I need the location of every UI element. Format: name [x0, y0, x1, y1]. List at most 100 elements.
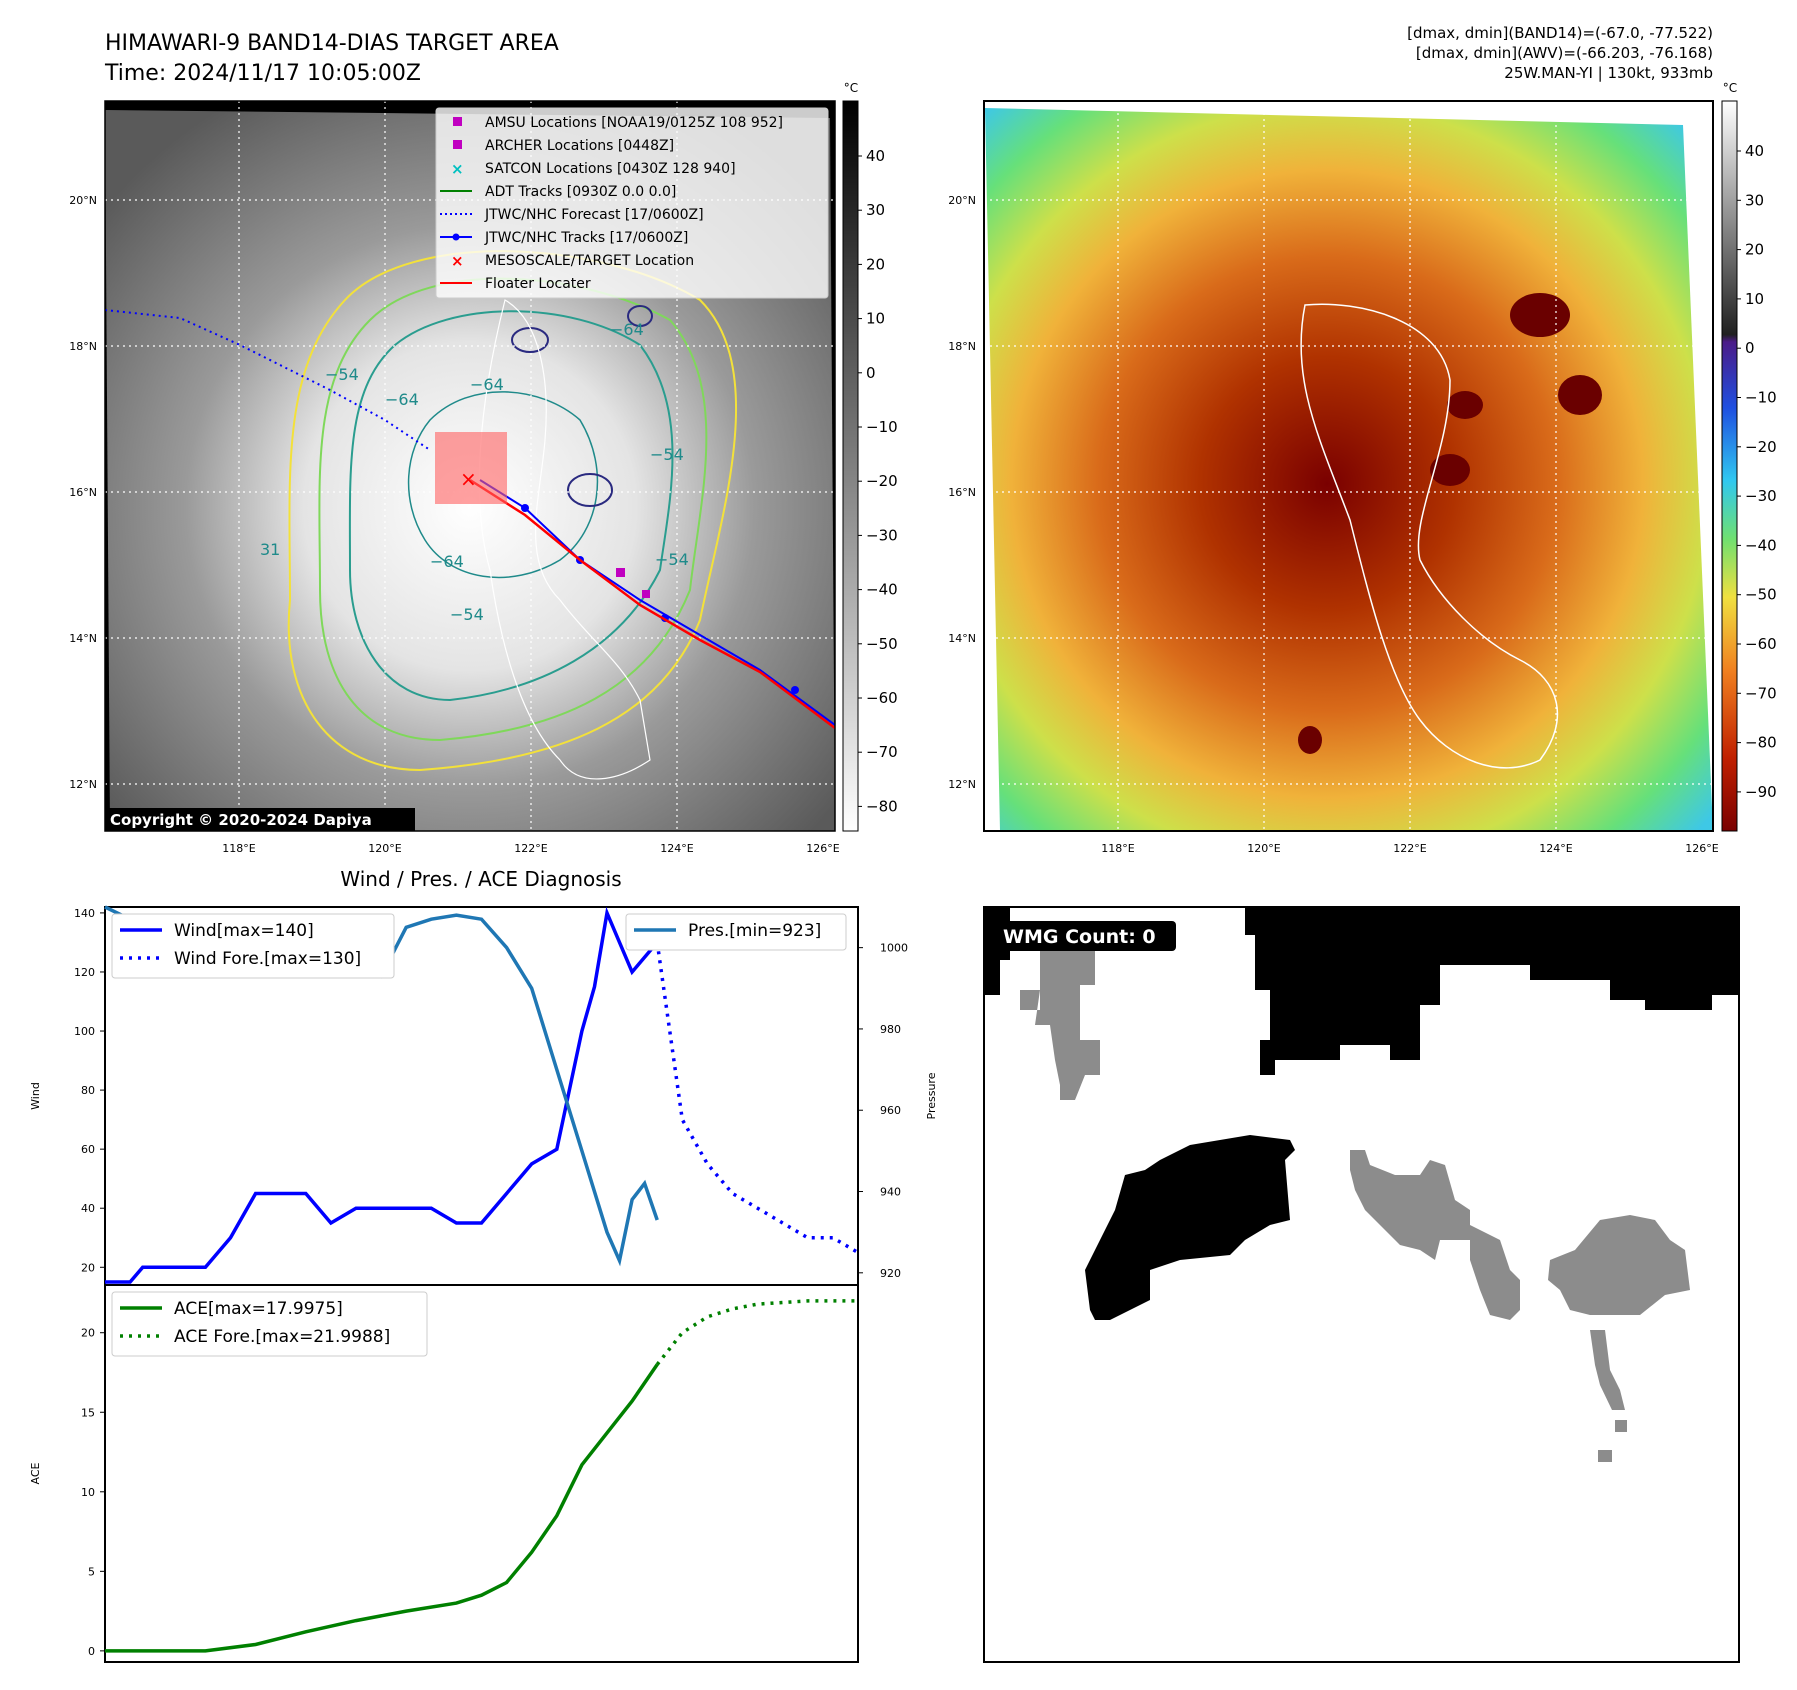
contour-label: −64	[470, 375, 504, 394]
legend-label: ADT Tracks [0930Z 0.0 0.0]	[485, 184, 676, 200]
legend-square-icon	[453, 140, 462, 149]
y2-tick-label: 940	[880, 1186, 901, 1199]
chart-legend-label: Wind[max=140]	[174, 921, 314, 941]
contour-label: −54	[450, 605, 484, 624]
legend-label: Floater Locater	[485, 276, 591, 292]
lon-label: 118°E	[222, 842, 255, 855]
colorbar-tick-label: 10	[866, 310, 885, 328]
contour-label-group: −64 −54 −64 −54 −54 −64 −54 −64 31	[260, 320, 689, 624]
target-box	[435, 432, 507, 504]
legend-label: JTWC/NHC Tracks [17/0600Z]	[484, 230, 688, 246]
colorbar-tick-label: −20	[1745, 438, 1777, 456]
band14-range: [dmax, dmin](BAND14)=(-67.0, -77.522)	[1407, 24, 1713, 42]
colorbar-tick-label: −60	[866, 689, 898, 707]
y-axis-label: Wind	[29, 1082, 42, 1110]
lat-label: 18°N	[69, 340, 97, 353]
legend-item: AMSU Locations [NOAA19/0125Z 108 952]	[453, 115, 783, 131]
ir-legend-box	[435, 107, 829, 299]
y-tick-label: 5	[88, 1565, 95, 1578]
contour-label: −64	[430, 552, 464, 571]
y-tick-label: 20	[81, 1327, 95, 1340]
lon-label: 126°E	[806, 842, 839, 855]
y2-axis-label: Pressure	[925, 1072, 938, 1119]
ir-colorbar	[842, 100, 859, 832]
jtwc-forecast-track	[105, 309, 431, 451]
lon-label: 124°E	[660, 842, 693, 855]
awv-colorbar-unit: °C	[1723, 81, 1737, 95]
legend-dot-icon	[452, 233, 460, 241]
ir-map-panel: × −64 −54 −64 −54 −54 −64 −54 −64 31 Cop…	[104, 81, 898, 832]
colorbar-tick-label: −50	[1745, 586, 1777, 604]
colorbar-tick-label: 0	[866, 364, 876, 382]
colorbar-tick-label: 20	[866, 255, 885, 273]
chart-legend	[111, 1291, 428, 1357]
awv-coastline	[1300, 303, 1559, 769]
colorbar-tick-label: −40	[1745, 536, 1777, 554]
lat-label: 12°N	[948, 778, 976, 791]
lat-label: 14°N	[948, 632, 976, 645]
y-tick-label: 40	[81, 1202, 95, 1215]
contour-cell-3	[567, 473, 613, 507]
legend-item: Floater Locater	[440, 276, 591, 292]
chart-legend-label: Pres.[min=923]	[688, 921, 821, 941]
floater-track	[469, 478, 835, 730]
y-tick-label: 100	[74, 1025, 95, 1038]
legend-label: SATCON Locations [0430Z 128 940]	[485, 161, 736, 177]
target-marker-icon: ×	[460, 467, 477, 491]
contour-teal	[348, 310, 674, 702]
lat-label: 16°N	[948, 486, 976, 499]
legend-label: JTWC/NHC Forecast [17/0600Z]	[484, 207, 704, 223]
legend-item: × SATCON Locations [0430Z 128 940]	[451, 160, 736, 178]
y2-tick-label: 920	[880, 1267, 901, 1280]
colorbar-tick-label: −10	[866, 418, 898, 436]
figure-time: Time: 2024/11/17 10:05:00Z	[104, 61, 421, 86]
colorbar-tick-label: −70	[1745, 684, 1777, 702]
figure-title: HIMAWARI-9 BAND14-DIAS TARGET AREA	[105, 31, 559, 56]
legend-square-icon	[453, 117, 462, 126]
y-tick-label: 0	[88, 1645, 95, 1658]
lat-label: 12°N	[69, 778, 97, 791]
colorbar-tick-label: 40	[866, 147, 885, 165]
colorbar-tick-label: −40	[866, 581, 898, 599]
awv-cold-cells	[1298, 293, 1602, 754]
contour-cell-2	[627, 305, 653, 327]
awv-range: [dmax, dmin](AWV)=(-66.203, -76.168)	[1416, 44, 1713, 62]
contour-label: −54	[655, 550, 689, 569]
y2-tick-label: 1000	[880, 942, 908, 955]
y-tick-label: 120	[74, 966, 95, 979]
legend-x-icon: ×	[451, 252, 464, 270]
y-tick-label: 140	[74, 907, 95, 920]
ir-map-frame	[104, 100, 836, 832]
wmg-count-badge	[996, 921, 1176, 951]
colorbar-tick-label: 0	[1745, 339, 1755, 357]
y-axis-label: ACE	[29, 1462, 42, 1484]
lon-label: 118°E	[1101, 842, 1134, 855]
lon-label: 124°E	[1539, 842, 1572, 855]
y-tick-label: 80	[81, 1084, 95, 1097]
colorbar-tick-label: 40	[1745, 142, 1764, 160]
wmg-panel: WMG Count: 0	[983, 906, 1740, 1663]
chart-legend	[625, 913, 847, 951]
contour-label: −64	[610, 320, 644, 339]
awv-colorbar	[1721, 100, 1738, 832]
legend-item: ADT Tracks [0930Z 0.0 0.0]	[440, 184, 676, 200]
contour-label: −54	[650, 445, 684, 464]
coastline	[478, 299, 651, 780]
contour-label: −64	[385, 390, 419, 409]
copyright-badge	[105, 808, 415, 831]
wind-pressure-chart: 20 40 60 80 100 120 140 920 940 960 980 1000 Wind Pre…	[29, 905, 938, 1286]
lon-label: 120°E	[368, 842, 401, 855]
y-tick-label: 20	[81, 1261, 95, 1274]
storm-info: 25W.MAN-YI | 130kt, 933mb	[1504, 64, 1713, 82]
contour-inner	[407, 391, 599, 579]
colorbar-tick-label: −80	[866, 797, 898, 815]
colorbar-tick-label: −90	[1745, 783, 1777, 801]
legend-label: MESOSCALE/TARGET Location	[485, 253, 694, 269]
colorbar-tick-label: −60	[1745, 635, 1777, 653]
lon-label: 122°E	[514, 842, 547, 855]
wmg-frame	[983, 906, 1740, 1663]
legend-label: ARCHER Locations [0448Z]	[485, 138, 674, 154]
legend-item: ARCHER Locations [0448Z]	[453, 138, 674, 154]
colorbar-tick-label: 20	[1745, 241, 1764, 259]
awv-map-panel: °C 40 30 20 10 0 −10 −20 −30 −40 −50 −60 −70 −80 −90	[983, 81, 1777, 832]
